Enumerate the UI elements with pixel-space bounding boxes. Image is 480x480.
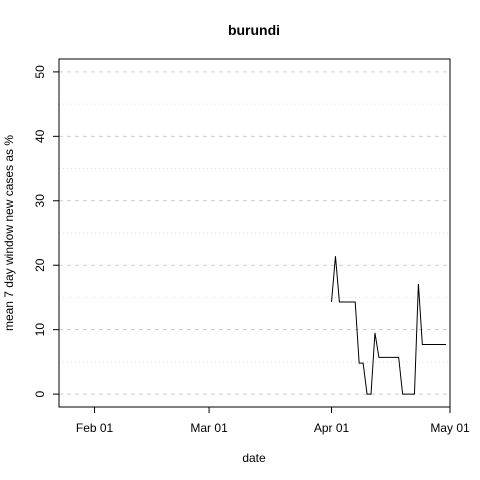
y-tick-label: 40 (33, 129, 47, 143)
x-tick-label: Apr 01 (314, 421, 350, 435)
y-tick-label: 50 (33, 65, 47, 79)
chart-title: burundi (228, 22, 280, 38)
gridlines (59, 71, 450, 395)
plot-frame (58, 58, 451, 408)
x-axis-label: date (242, 451, 266, 465)
series-line (331, 256, 447, 395)
x-axis: Feb 01 Mar 01 Apr 01 May 01 (76, 407, 470, 435)
y-tick-label: 30 (33, 194, 47, 208)
y-axis: 0 10 20 30 40 50 (33, 65, 59, 397)
y-axis-label: mean 7 day window new cases as % (2, 135, 16, 331)
y-tick-label: 0 (33, 390, 47, 397)
x-tick-label: May 01 (430, 421, 470, 435)
x-tick-label: Feb 01 (76, 421, 114, 435)
y-tick-label: 20 (33, 258, 47, 272)
x-tick-label: Mar 01 (190, 421, 228, 435)
y-tick-label: 10 (33, 323, 47, 337)
series-line-group (331, 256, 447, 395)
